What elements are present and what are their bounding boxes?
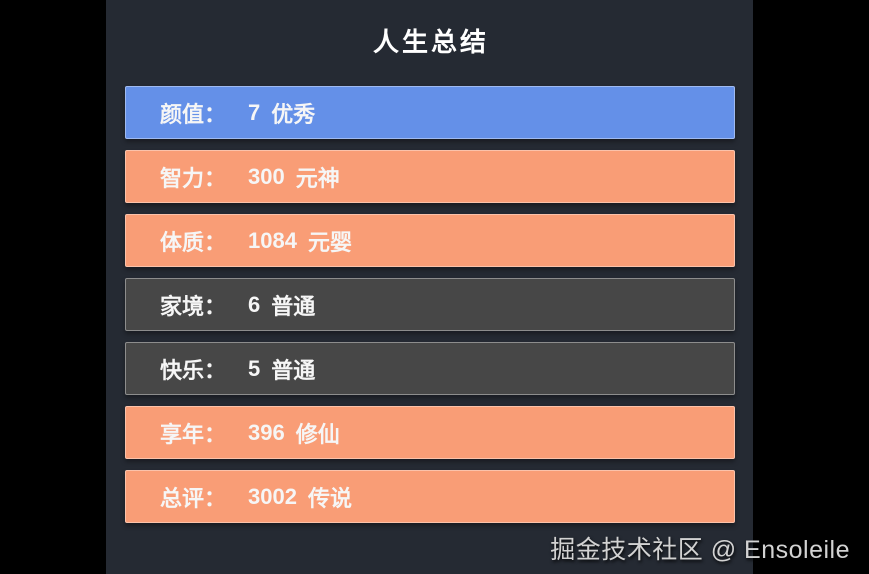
stat-value: 7 (248, 99, 261, 125)
stat-row: 总评： 3002 传说 (125, 470, 735, 523)
stat-row: 体质： 1084 元婴 (125, 214, 735, 267)
stat-label: 智力： (160, 165, 227, 191)
stat-label: 总评： (160, 485, 227, 511)
stat-row: 快乐： 5 普通 (125, 342, 735, 395)
stat-value: 6 (248, 291, 261, 317)
stat-value: 396 (248, 419, 285, 445)
stat-label: 享年： (160, 421, 227, 447)
stat-value: 1084 (248, 227, 297, 253)
stat-grade: 普通 (271, 357, 316, 383)
stat-row: 家境： 6 普通 (125, 278, 735, 331)
stat-grade: 普通 (271, 293, 316, 319)
stat-grade: 修仙 (295, 421, 340, 447)
page-title: 人生总结 (372, 27, 489, 57)
stat-value: 5 (248, 355, 261, 381)
stat-grade: 优秀 (271, 101, 316, 127)
stat-grade: 元神 (295, 165, 340, 191)
stat-row: 颜值： 7 优秀 (125, 86, 735, 139)
watermark: 掘金技术社区 @ Ensoleile (550, 536, 850, 564)
stat-value: 300 (248, 163, 285, 189)
stat-row: 智力： 300 元神 (125, 150, 735, 203)
stats-list: 颜值： 7 优秀 智力： 300 元神 体质： 1084 元婴 家境： 6 普通… (125, 86, 735, 534)
stat-grade: 元婴 (307, 229, 352, 255)
stat-label: 颜值： (160, 101, 227, 127)
stat-value: 3002 (248, 483, 297, 509)
stat-label: 快乐： (160, 357, 227, 383)
stat-grade: 传说 (307, 485, 352, 511)
summary-panel: 人生总结 颜值： 7 优秀 智力： 300 元神 体质： 1084 元婴 家境：… (106, 0, 753, 574)
stat-label: 家境： (160, 293, 227, 319)
stat-label: 体质： (160, 229, 227, 255)
stat-row: 享年： 396 修仙 (125, 406, 735, 459)
